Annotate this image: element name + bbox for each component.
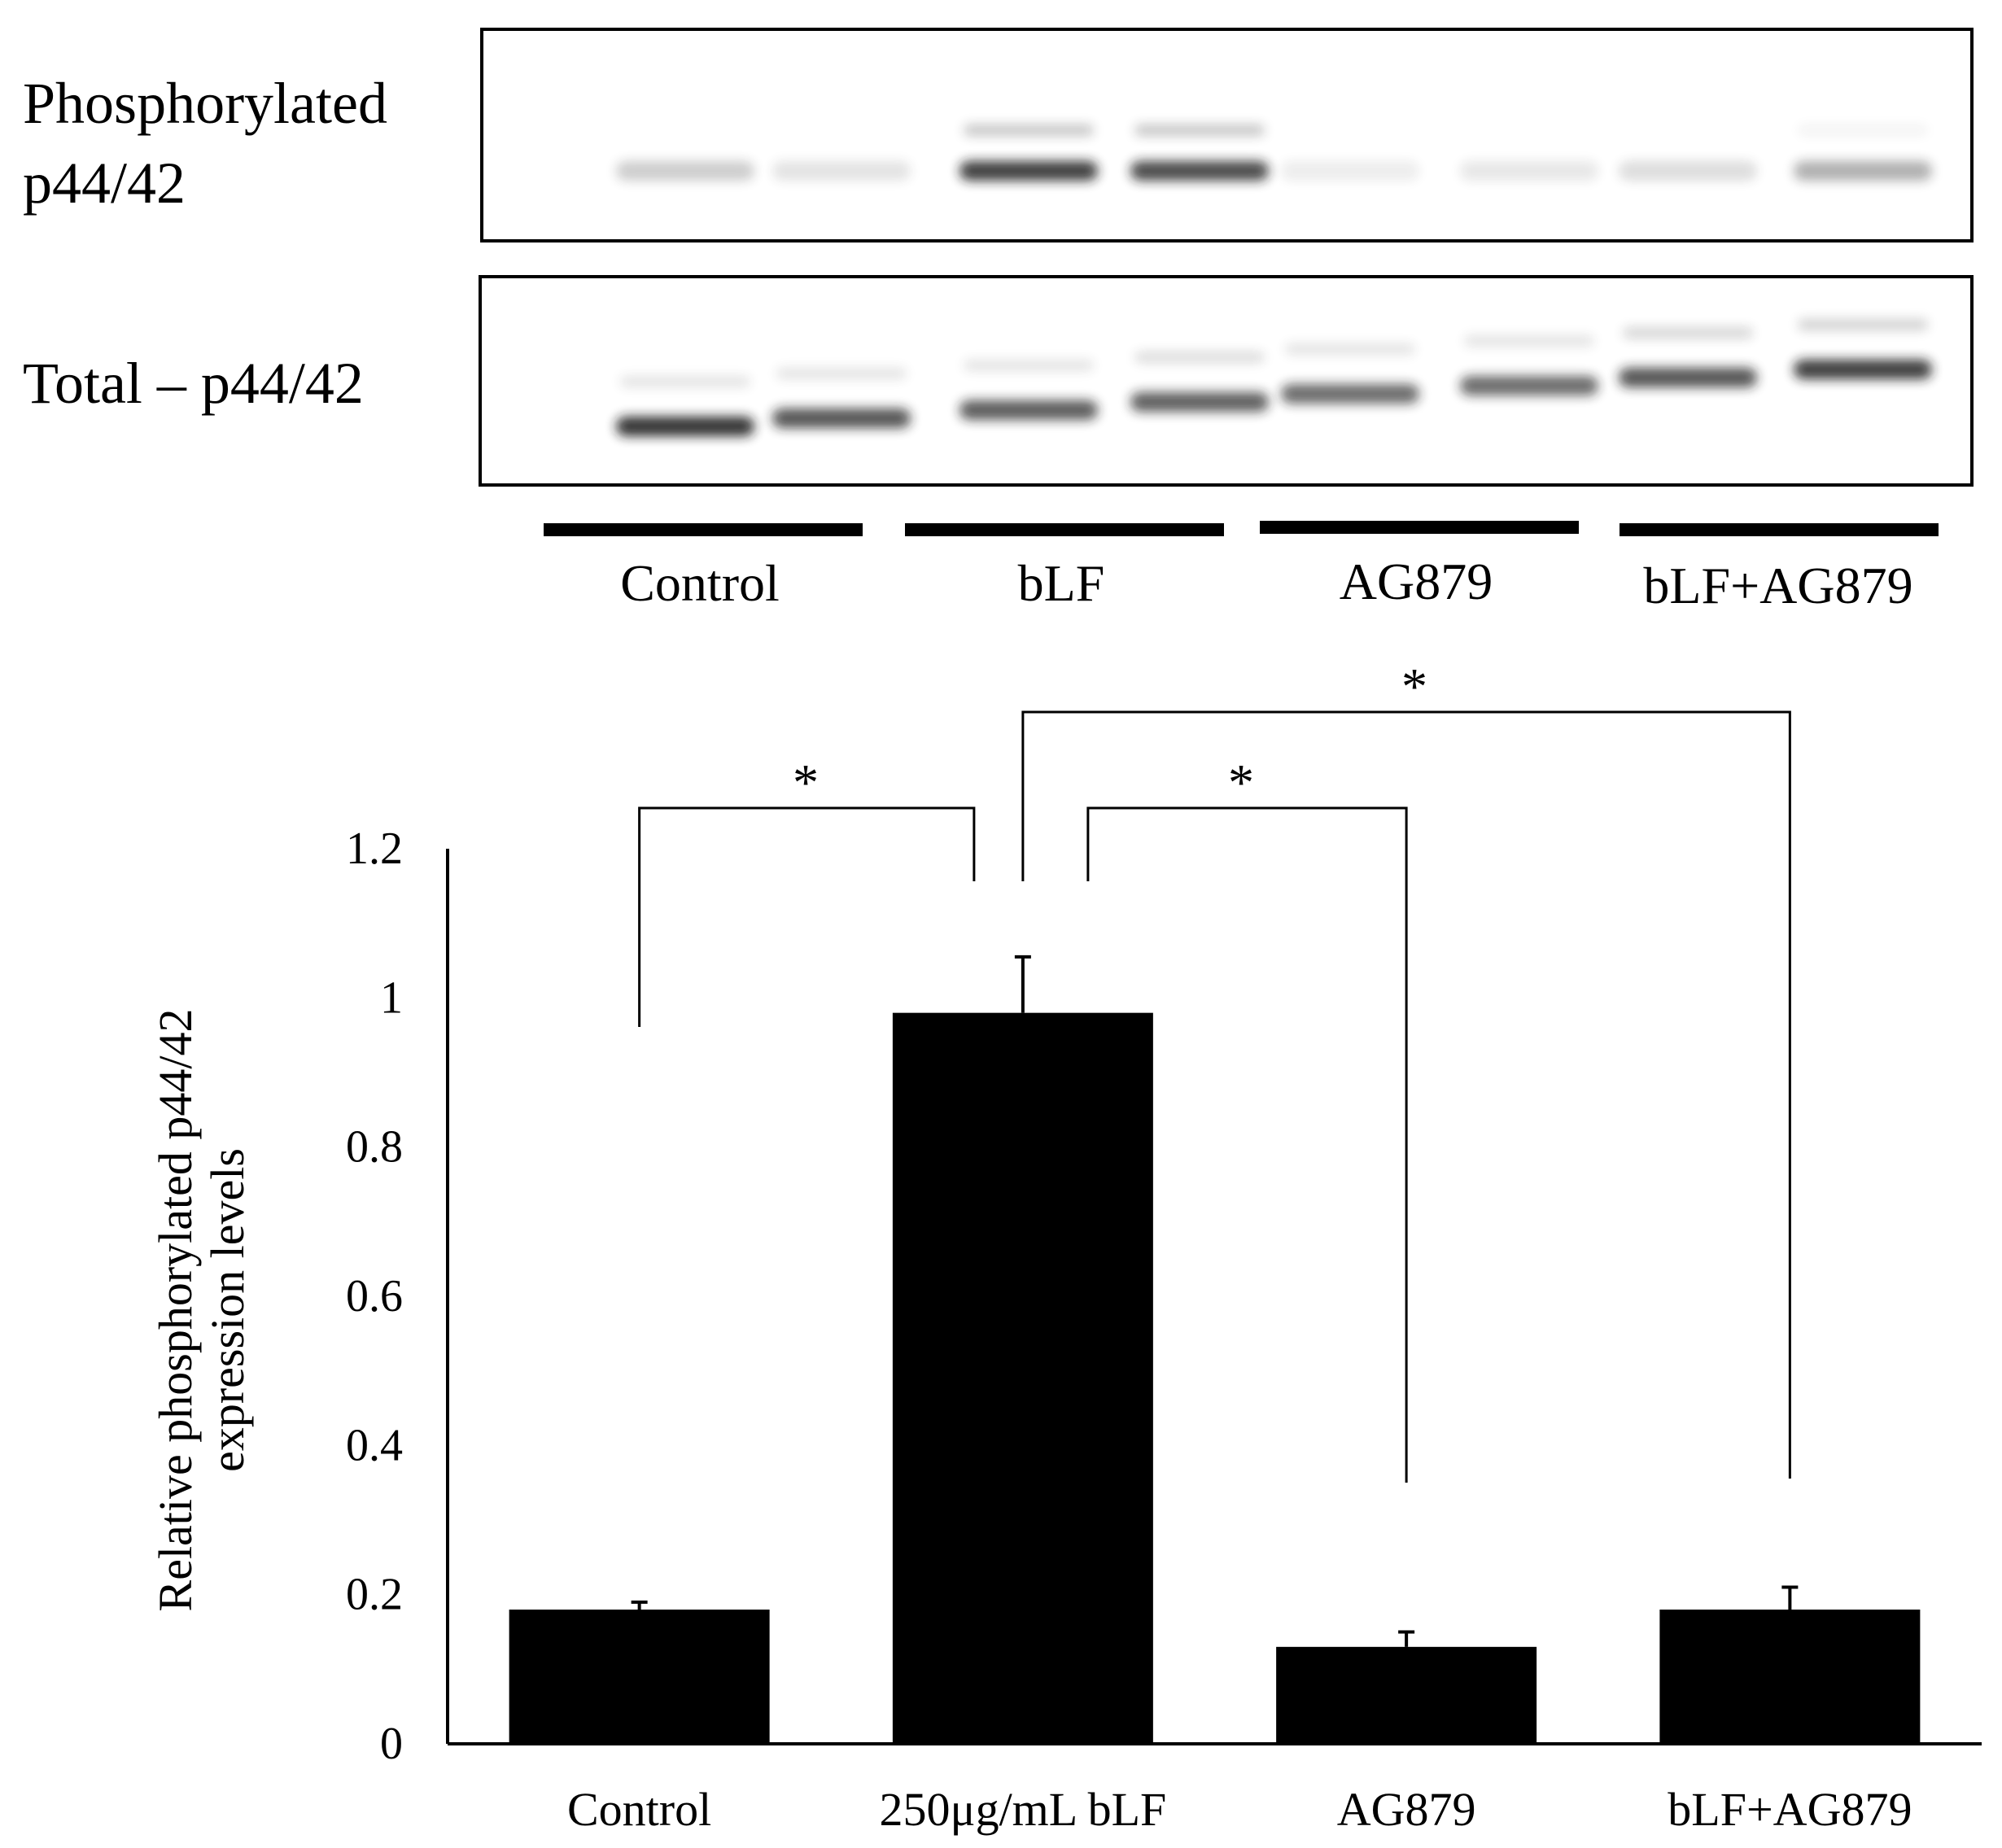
x-tick-label: AG879	[1337, 1783, 1476, 1836]
group-label-blf: bLF	[1017, 554, 1105, 612]
bar	[509, 1610, 770, 1744]
total-band	[1619, 368, 1757, 387]
bar	[892, 1012, 1153, 1744]
phospho-band	[959, 161, 1098, 181]
phospho-band	[1794, 161, 1932, 181]
total-upper-band	[1464, 335, 1594, 347]
y-axis-title-line2: expression levels	[201, 1148, 254, 1472]
group-label-blf-ag879: bLF+AG879	[1643, 557, 1913, 614]
phospho-bands	[616, 125, 1932, 181]
phospho-label-line1: Phosphorylated	[23, 71, 387, 136]
group-label-control: Control	[620, 554, 780, 612]
y-tick-label: 0.6	[346, 1271, 403, 1322]
total-upper-band	[1134, 352, 1265, 363]
total-upper-band	[776, 368, 907, 379]
phospho-blot-panel	[480, 28, 1974, 242]
phospho-band	[772, 161, 911, 181]
total-band	[1460, 376, 1598, 395]
total-label: Total – p44/42	[23, 351, 364, 416]
phospho-label-line2: p44/42	[23, 151, 186, 216]
significance-star: *	[793, 754, 819, 811]
y-axis-title-line1: Relative phosphorylated p44/42	[149, 1009, 202, 1612]
total-upper-band	[1285, 343, 1415, 355]
significance-star: *	[1228, 754, 1254, 811]
x-tick-label: Control	[567, 1783, 711, 1836]
phospho-upper-band	[1798, 125, 1928, 136]
y-tick-label: 1.2	[346, 824, 403, 874]
phospho-upper-band	[1134, 125, 1265, 136]
bar	[1659, 1610, 1921, 1744]
x-tick-label: 250μg/mL bLF	[879, 1783, 1166, 1836]
phospho-upper-band	[964, 125, 1094, 136]
x-tick-label: bLF+AG879	[1668, 1783, 1912, 1836]
group-bar-ag879	[1260, 521, 1579, 534]
total-band	[1130, 392, 1269, 412]
total-blot-panel	[479, 275, 1974, 487]
total-band	[616, 417, 754, 436]
group-bar-blf-ag879	[1620, 523, 1939, 536]
group-bar-control	[544, 523, 863, 536]
y-tick-label: 0.4	[346, 1420, 403, 1470]
y-tick-label: 0.8	[346, 1122, 403, 1173]
group-label-ag879: AG879	[1339, 553, 1493, 610]
y-tick-label: 0.2	[346, 1570, 403, 1620]
total-band	[1281, 384, 1419, 404]
significance-star: *	[1401, 658, 1427, 715]
significance-bracket	[1086, 806, 1408, 1483]
total-upper-band	[620, 376, 750, 387]
significance-bracket	[638, 806, 976, 1027]
total-upper-band	[1798, 319, 1928, 330]
y-axis-title: Relative phosphorylated p44/42expression…	[149, 1009, 254, 1612]
total-upper-band	[1623, 327, 1753, 339]
group-bar-blf	[905, 523, 1224, 536]
significance-bracket	[1021, 710, 1791, 1479]
phospho-band	[616, 161, 754, 181]
y-tick-label: 0	[380, 1719, 403, 1769]
phospho-band	[1619, 161, 1757, 181]
total-band	[1794, 360, 1932, 379]
phospho-band	[1130, 161, 1269, 181]
phospho-band	[1460, 161, 1598, 181]
bar	[1276, 1646, 1537, 1744]
total-upper-band	[964, 360, 1094, 371]
total-bands	[616, 319, 1932, 436]
total-band	[772, 408, 911, 428]
total-band	[959, 400, 1098, 420]
y-tick-label: 1	[380, 972, 403, 1023]
phospho-band	[1281, 161, 1419, 181]
phospho-label: Phosphorylated p44/42	[23, 63, 387, 223]
